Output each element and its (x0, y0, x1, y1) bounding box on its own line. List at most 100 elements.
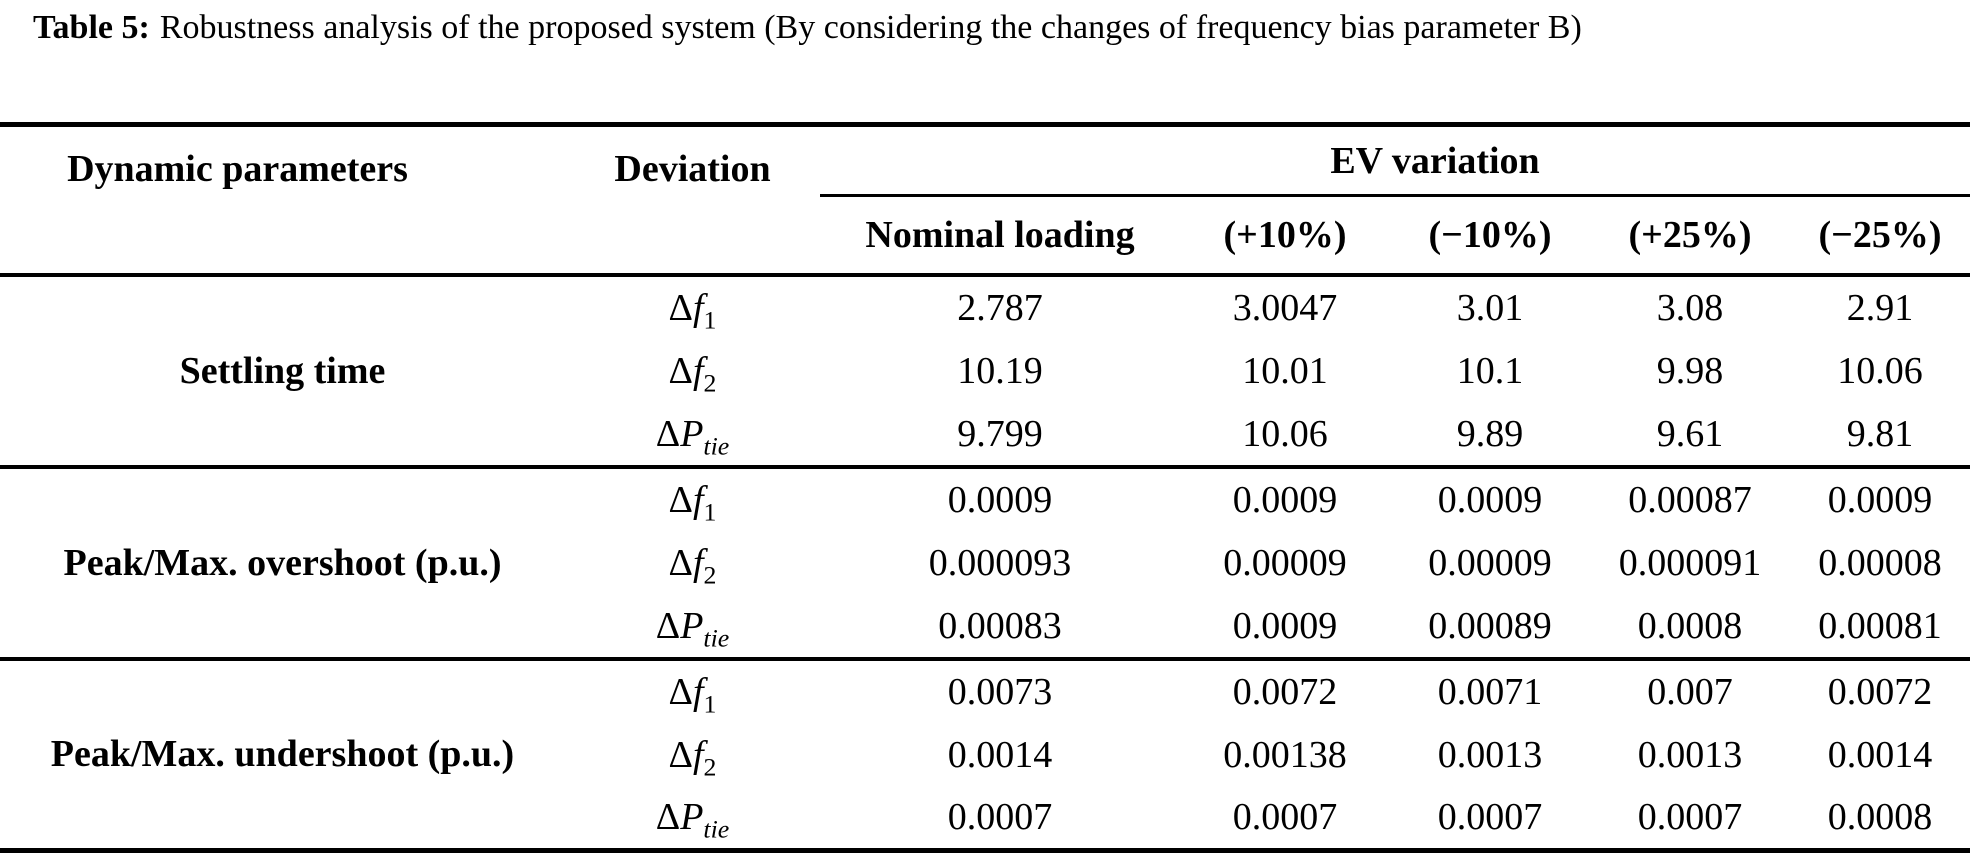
deviation-letter: f (692, 349, 704, 392)
deviation-subscript: tie (703, 814, 730, 844)
deviation-letter: f (692, 541, 704, 584)
value-cell: 0.00081 (1818, 604, 1942, 647)
deviation-cell: Δf2 (565, 723, 820, 787)
value-cell: 0.0009 (1232, 478, 1338, 521)
delta-symbol: Δ (668, 478, 693, 521)
delta-symbol: Δ (655, 412, 681, 455)
value-cell: 0.00009 (1223, 541, 1347, 584)
value-cell: 3.01 (1456, 286, 1524, 329)
deviation-letter: f (692, 733, 704, 776)
value-cell: 0.0014 (1827, 733, 1933, 776)
value-cell: 9.89 (1456, 412, 1524, 455)
value-cell: 3.08 (1656, 286, 1724, 329)
deviation-subscript: tie (703, 431, 730, 461)
table-row: Peak/Max. undershoot (p.u.) Δf1 0.0073 0… (0, 659, 1970, 776)
section-label: Peak/Max. undershoot (p.u.) (50, 733, 515, 776)
value-cell: 9.61 (1656, 412, 1724, 455)
value-cell: 0.0013 (1637, 733, 1743, 776)
value-cell: 0.00008 (1818, 541, 1942, 584)
table-row: ΔPtie 0.0007 0.0007 0.0007 0.0007 0.0008 (0, 787, 1970, 851)
table-caption-text: Robustness analysis of the proposed syst… (159, 9, 1582, 46)
deviation-cell: Δf2 (565, 339, 820, 403)
deviation-letter: f (692, 670, 704, 713)
value-cell: 0.0009 (947, 478, 1053, 521)
table-row: ΔPtie 9.799 10.06 9.89 9.61 9.81 (0, 403, 1970, 467)
value-cell: 0.00083 (938, 604, 1062, 647)
delta-symbol: Δ (668, 349, 693, 392)
section-peak-undershoot: Peak/Max. undershoot (p.u.) Δf1 0.0073 0… (0, 659, 1970, 851)
value-cell: 0.0014 (947, 733, 1053, 776)
section-label: Peak/Max. overshoot (p.u.) (63, 541, 502, 584)
value-cell: 0.000093 (928, 541, 1072, 584)
value-cell: 10.1 (1456, 349, 1524, 392)
table-row: Peak/Max. overshoot (p.u.) Δf1 0.0009 0.… (0, 467, 1970, 584)
value-cell: 0.0007 (947, 796, 1053, 839)
value-cell: 0.0008 (1637, 604, 1743, 647)
value-cell: 9.799 (957, 412, 1043, 455)
value-cell: 0.0072 (1827, 670, 1933, 713)
deviation-letter: P (680, 604, 704, 647)
col-header-nominal-loading: Nominal loading (865, 213, 1135, 256)
col-header-minus-10: (−10%) (1428, 213, 1552, 256)
value-cell: 0.00089 (1428, 604, 1552, 647)
delta-symbol: Δ (668, 733, 693, 776)
deviation-subscript: 1 (703, 305, 717, 335)
deviation-cell: ΔPtie (565, 595, 820, 659)
value-cell: 0.000091 (1618, 541, 1762, 584)
deviation-cell: Δf1 (565, 275, 820, 339)
value-cell: 2.91 (1846, 286, 1914, 329)
delta-symbol: Δ (655, 796, 681, 839)
value-cell: 0.0008 (1827, 796, 1933, 839)
col-header-deviation: Deviation (614, 148, 771, 190)
delta-symbol: Δ (668, 541, 693, 584)
header-row-top: Dynamic parameters Deviation EV variatio… (0, 124, 1970, 197)
value-cell: 10.01 (1242, 349, 1328, 392)
value-cell: 10.19 (957, 349, 1043, 392)
value-cell: 0.0007 (1637, 796, 1743, 839)
deviation-letter: P (680, 796, 704, 839)
value-cell: 0.0007 (1437, 796, 1543, 839)
deviation-letter: f (692, 286, 704, 329)
delta-symbol: Δ (668, 286, 693, 329)
deviation-cell: Δf1 (565, 467, 820, 531)
value-cell: 0.0009 (1437, 478, 1543, 521)
section-peak-overshoot: Peak/Max. overshoot (p.u.) Δf1 0.0009 0.… (0, 467, 1970, 659)
value-cell: 0.00138 (1223, 733, 1347, 776)
deviation-cell: ΔPtie (565, 787, 820, 851)
value-cell: 0.0007 (1232, 796, 1338, 839)
col-header-plus-25: (+25%) (1628, 213, 1752, 256)
delta-symbol: Δ (655, 604, 681, 647)
value-cell: 0.0009 (1232, 604, 1338, 647)
value-cell: 0.0013 (1437, 733, 1543, 776)
value-cell: 0.0073 (947, 670, 1053, 713)
robustness-table: Dynamic parameters Deviation EV variatio… (0, 122, 1970, 853)
value-cell: 2.787 (957, 286, 1043, 329)
table-row: Settling time Δf1 2.787 3.0047 3.01 3.08… (0, 275, 1970, 392)
col-header-dynamic-parameters: Dynamic parameters (67, 148, 408, 190)
deviation-cell: Δf2 (565, 531, 820, 595)
value-cell: 0.0072 (1232, 670, 1338, 713)
deviation-subscript: tie (703, 623, 730, 653)
table-row: Δf2 0.000093 0.00009 0.00009 0.000091 0.… (0, 531, 1970, 595)
value-cell: 9.98 (1656, 349, 1724, 392)
value-cell: 9.81 (1846, 412, 1914, 455)
table-row: ΔPtie 0.00083 0.0009 0.00089 0.0008 0.00… (0, 595, 1970, 659)
deviation-subscript: 2 (703, 560, 717, 590)
deviation-subscript: 1 (703, 497, 717, 527)
value-cell: 0.0071 (1437, 670, 1543, 713)
deviation-letter: P (680, 412, 704, 455)
deviation-cell: Δf1 (565, 659, 820, 723)
col-header-ev-variation: EV variation (820, 124, 1970, 197)
value-cell: 10.06 (1242, 412, 1328, 455)
section-settling-time: Settling time Δf1 2.787 3.0047 3.01 3.08… (0, 275, 1970, 467)
deviation-letter: f (692, 478, 704, 521)
deviation-subscript: 2 (703, 752, 717, 782)
table-row: Δf2 10.19 10.01 10.1 9.98 10.06 (0, 339, 1970, 403)
delta-symbol: Δ (668, 670, 693, 713)
col-header-plus-10: (+10%) (1223, 213, 1347, 256)
table-row: Δf2 0.0014 0.00138 0.0013 0.0013 0.0014 (0, 723, 1970, 787)
table-caption-label: Table 5: (33, 9, 150, 46)
table-caption: Table 5: Robustness analysis of the propo… (33, 6, 1582, 50)
value-cell: 0.007 (1647, 670, 1733, 713)
